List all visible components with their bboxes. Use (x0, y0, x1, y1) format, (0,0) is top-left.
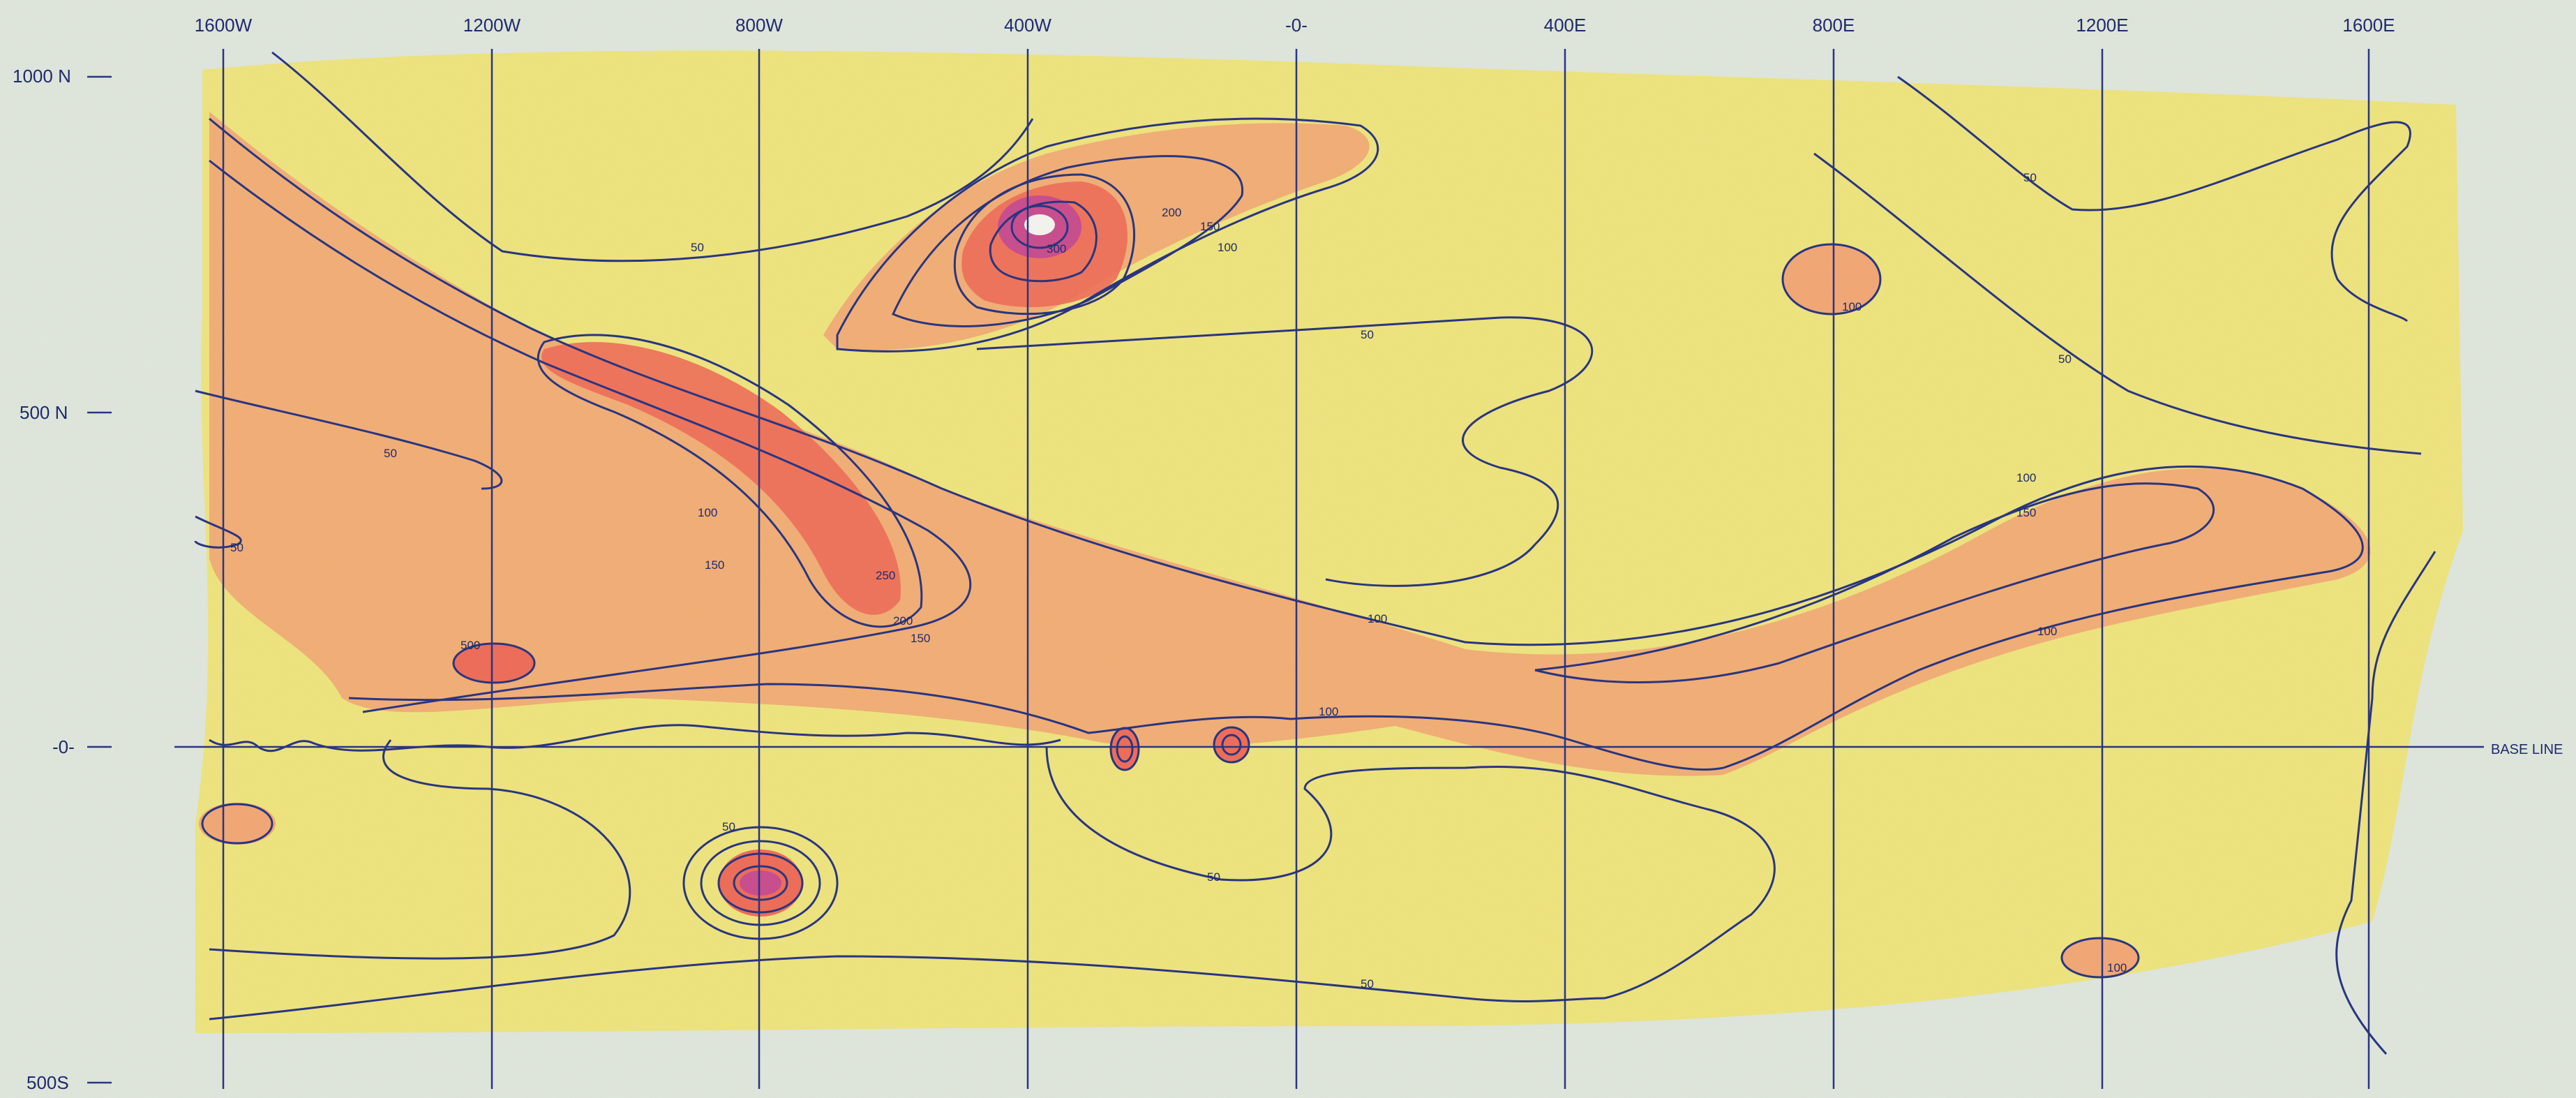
contour-label-100-f: 100 (2037, 625, 2057, 638)
contours (194, 51, 2436, 1055)
top-label-400e: 400E (1544, 15, 1587, 36)
contour-label-200-a: 200 (893, 614, 913, 628)
top-label-1600e: 1600E (2342, 15, 2395, 36)
contour-label-50-f: 50 (2058, 353, 2072, 366)
ring-100w-inner (1221, 734, 1242, 756)
contour-label-50-d: 50 (230, 541, 244, 554)
contour-100-800e (1781, 243, 1882, 316)
contour-100-lower (348, 683, 1724, 771)
left-label-0: -0- (52, 736, 75, 757)
top-label-800w: 800W (735, 15, 783, 36)
contour-50-top-loop (836, 117, 1379, 353)
contour-50-lower-right (1045, 746, 1776, 1000)
contour-300-top (1010, 205, 1069, 249)
top-label-1200e: 1200E (2076, 15, 2128, 36)
top-label-400w: 400W (1004, 15, 1051, 36)
contour-label-300: 300 (1047, 242, 1066, 255)
contour-label-100-d: 100 (1842, 300, 1862, 313)
contour-150-left (209, 159, 972, 713)
top-label-0: -0- (1285, 15, 1308, 36)
contour-label-150-a: 150 (705, 558, 724, 572)
contour-label-100-h: 100 (1218, 241, 1237, 254)
contour-label-50-c: 50 (384, 447, 397, 460)
contour-500-1200w (452, 642, 536, 684)
ring-1550w (201, 803, 274, 845)
baseline-label: BASE LINE (2491, 742, 2563, 757)
contour-label-50-h: 50 (1361, 977, 1374, 991)
contour-label-100-c: 100 (1319, 705, 1338, 718)
contour-label-50-b: 50 (1361, 328, 1374, 341)
contour-50-left-a (195, 390, 503, 490)
ring-250w-inner (1116, 735, 1134, 763)
top-axis-labels: 1600W 1200W 800W 400W -0- 400E 800E 1200… (195, 15, 2395, 36)
ring-800w-2 (700, 840, 821, 926)
contour-50-left-b (194, 515, 242, 549)
contour-label-50-a: 50 (691, 241, 704, 254)
contour-50-right-lower (1813, 152, 2422, 455)
contour-label-150-b: 150 (911, 632, 930, 645)
contour-label-100-a: 100 (698, 506, 717, 519)
contour-150-right (1534, 482, 2215, 683)
contour-200-top (953, 173, 1135, 316)
grid (87, 49, 2484, 1089)
contour-50-bottom (209, 955, 1605, 1021)
contour-label-150-c: 150 (2016, 506, 2036, 519)
contour-100-1200e (2060, 937, 2140, 979)
ring-800w-1 (682, 826, 839, 940)
contour-label-50-800w: 50 (722, 820, 735, 833)
top-label-1200w: 1200W (463, 15, 521, 36)
contour-200-main (537, 334, 923, 628)
ring-800w-4 (733, 865, 788, 901)
contour-label-150-d: 150 (1200, 220, 1220, 233)
contour-value-labels: 50 50 50 50 50 50 50 50 100 100 100 100 … (230, 171, 2127, 991)
contour-label-100-e: 100 (2016, 471, 2036, 484)
contour-label-50-g: 50 (1207, 870, 1220, 884)
contour-50-middle (976, 316, 1594, 587)
contour-label-250: 250 (876, 569, 895, 582)
contour-label-100-b: 100 (1368, 612, 1387, 625)
top-label-1600w: 1600W (195, 15, 253, 36)
contour-label-200-b: 200 (1162, 206, 1181, 219)
left-label-500s: 500S (27, 1072, 69, 1093)
left-label-1000n: 1000 N (13, 66, 71, 87)
contour-label-50-e: 50 (2023, 171, 2037, 184)
contour-50-lower-main (209, 739, 631, 960)
contour-label-100-g: 100 (2107, 961, 2127, 974)
ring-250w (1109, 727, 1140, 771)
left-axis-labels: 1000 N 500 N -0- 500S (13, 66, 75, 1093)
left-label-500n: 500 N (20, 402, 68, 423)
ring-800w-3 (717, 852, 804, 914)
top-label-800e: 800E (1813, 15, 1855, 36)
contour-50-upper-left (271, 51, 1034, 262)
contour-50-baseline-wave (209, 724, 1061, 752)
contour-label-500: 500 (460, 639, 480, 652)
contour-50-right (1897, 75, 2411, 322)
contour-50-1600e-lower (2335, 551, 2436, 1055)
contour-100-main (209, 117, 2364, 769)
ring-100w (1213, 726, 1250, 764)
